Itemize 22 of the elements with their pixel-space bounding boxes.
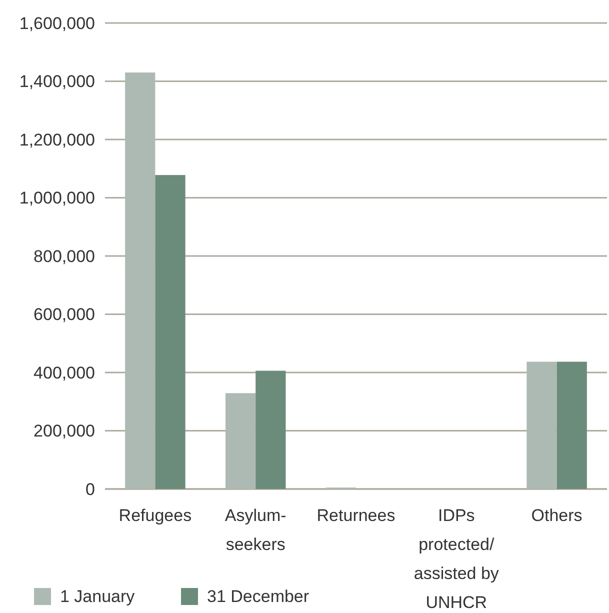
y-tick-label: 0 [86,480,95,499]
x-tick-label: Others [531,506,582,525]
x-tick-label: Refugees [118,506,192,525]
y-tick-label: 1,400,000 [19,72,95,92]
x-tick-label: IDPs protected/ assisted by UNHCR [414,506,500,612]
x-tick-label: Asylum- seekers [224,506,286,554]
bar [526,362,557,489]
y-tick-label: 1,600,000 [19,14,95,33]
bar [155,175,186,489]
y-tick-label: 600,000 [34,305,95,324]
x-tick-label: Returnees [316,506,396,525]
bar [125,72,156,489]
legend-label: 31 December [207,586,310,606]
legend-label: 1 January [60,586,136,606]
y-tick-label: 1,000,000 [19,188,95,208]
y-tick-label: 800,000 [34,246,95,266]
y-tick-label: 1,200,000 [19,130,95,150]
y-tick-label: 200,000 [34,422,95,441]
y-tick-label: 400,000 [34,363,95,382]
bar [225,393,256,489]
bar [556,362,587,489]
bar [256,370,286,489]
